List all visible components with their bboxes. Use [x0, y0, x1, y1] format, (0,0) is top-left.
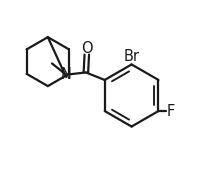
Text: O: O: [81, 41, 93, 56]
Text: N: N: [60, 67, 71, 82]
Text: F: F: [166, 104, 175, 119]
Text: Br: Br: [124, 49, 140, 64]
